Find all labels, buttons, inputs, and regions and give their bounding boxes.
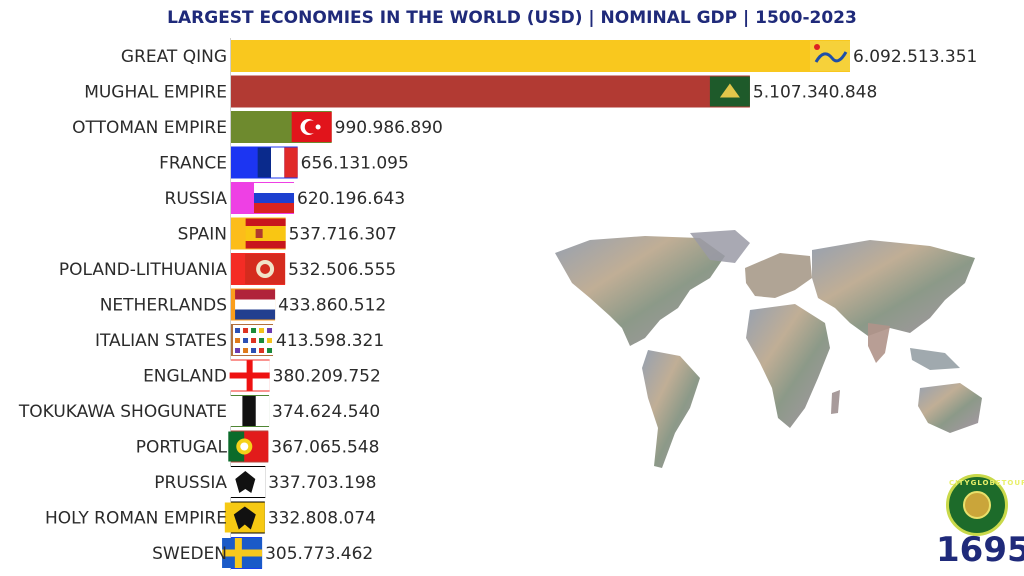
category-label: POLAND-LITHUANIA — [59, 260, 228, 280]
category-label: SWEDEN — [152, 544, 227, 564]
value-label: 656.131.095 — [301, 154, 409, 174]
russia-flag-icon — [254, 183, 295, 213]
value-label: 332.808.074 — [268, 509, 376, 529]
bar-row: POLAND-LITHUANIA 532.506.555 — [59, 253, 396, 285]
bar-row: RUSSIA 620.196.643 — [165, 182, 405, 214]
bar — [231, 75, 750, 108]
ottoman-flag-icon — [291, 112, 332, 142]
bar-row: ITALIAN STATES 413.598.321 — [95, 324, 384, 356]
france-flag-icon — [257, 147, 298, 178]
bar-row: OTTOMAN EMPIRE 990.986.890 — [72, 111, 443, 143]
bar-row: HOLY ROMAN EMPIRE 332.808.074 — [45, 501, 376, 534]
value-label: 532.506.555 — [288, 260, 396, 280]
logo-globe — [963, 491, 991, 519]
value-label: 413.598.321 — [276, 331, 384, 351]
value-label: 380.209.752 — [273, 367, 381, 387]
value-label: 305.773.462 — [265, 544, 373, 564]
bar-row: MUGHAL EMPIRE 5.107.340.848 — [84, 75, 877, 108]
category-label: SPAIN — [178, 225, 227, 245]
holy-roman-empire-flag-icon — [224, 502, 265, 533]
category-label: MUGHAL EMPIRE — [84, 83, 227, 103]
category-label: RUSSIA — [165, 189, 228, 209]
poland-lithuania-flag-icon — [245, 254, 286, 284]
value-label: 6.092.513.351 — [853, 47, 977, 67]
bar-row: PORTUGAL 367.065.548 — [136, 430, 379, 463]
bar-row: SPAIN 537.716.307 — [178, 217, 397, 250]
bar — [231, 40, 850, 72]
category-label: PRUSSIA — [154, 473, 227, 493]
bar-row: FRANCE 656.131.095 — [159, 146, 409, 179]
portugal-flag-icon — [228, 431, 269, 462]
england-flag-icon — [229, 360, 270, 391]
logo-text: CITYGLOBETOUR — [949, 479, 1024, 487]
value-label: 337.703.198 — [268, 473, 376, 493]
category-label: ENGLAND — [143, 367, 227, 387]
netherlands-flag-icon — [235, 289, 276, 320]
value-label: 990.986.890 — [335, 118, 443, 138]
value-label: 620.196.643 — [297, 189, 405, 209]
category-label: PORTUGAL — [136, 438, 228, 458]
bar-row: PRUSSIA 337.703.198 — [154, 466, 376, 498]
italian-states-flag-icon — [233, 325, 274, 355]
bar-row: TOKUKAWA SHOGUNATE 374.624.540 — [18, 395, 380, 427]
year-label: 1695 — [936, 530, 1024, 570]
category-label: NETHERLANDS — [100, 296, 227, 316]
category-label: GREAT QING — [121, 47, 227, 67]
globe-logo-icon: CITYGLOBETOUR — [946, 474, 1024, 536]
value-label: 433.860.512 — [278, 296, 386, 316]
sweden-flag-icon — [222, 538, 263, 568]
bar-row: NETHERLANDS 433.860.512 — [100, 288, 386, 321]
qing-dragon-flag-icon — [810, 41, 850, 71]
category-label: TOKUKAWA SHOGUNATE — [18, 402, 227, 422]
value-label: 537.716.307 — [289, 225, 397, 245]
bar-row: GREAT QING 6.092.513.351 — [121, 40, 977, 72]
bar-row: SWEDEN 305.773.462 — [152, 537, 373, 569]
tokugawa-flag-icon — [229, 396, 270, 426]
category-label: FRANCE — [159, 154, 227, 174]
category-label: OTTOMAN EMPIRE — [72, 118, 227, 138]
world-map-icon — [555, 230, 982, 468]
value-label: 367.065.548 — [271, 438, 379, 458]
value-label: 374.624.540 — [272, 402, 380, 422]
mughal-flag-icon — [709, 76, 750, 107]
spain-flag-icon — [245, 218, 286, 249]
bar-row: ENGLAND 380.209.752 — [143, 359, 381, 392]
value-label: 5.107.340.848 — [753, 83, 877, 103]
category-label: HOLY ROMAN EMPIRE — [45, 509, 227, 529]
category-label: ITALIAN STATES — [95, 331, 227, 351]
prussia-flag-icon — [225, 467, 266, 497]
chart-title: LARGEST ECONOMIES IN THE WORLD (USD) | N… — [167, 8, 857, 28]
